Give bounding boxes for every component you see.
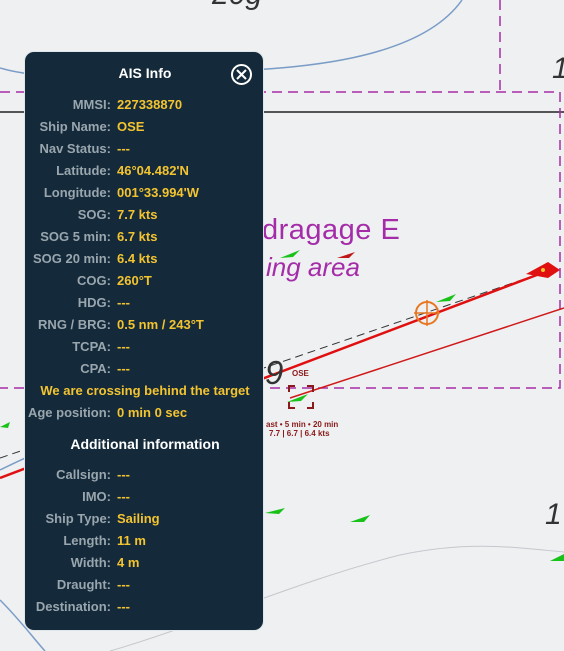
row-label: IMO: <box>82 489 111 504</box>
row-value: --- <box>117 141 130 156</box>
row-label: Destination: <box>35 599 111 614</box>
row-value: 11 m <box>117 533 146 548</box>
ais-info-panel: AIS Info MMSI: 227338870 Ship Name: OSE … <box>24 51 264 631</box>
info-row-sog-20min: SOG 20 min: 6.4 kts <box>25 251 265 269</box>
row-label: Nav Status: <box>39 141 111 156</box>
row-label: Ship Name: <box>39 119 111 134</box>
row-label: Ship Type: <box>45 511 111 526</box>
info-row-cog: COG: 260°T <box>25 273 265 291</box>
row-label: CPA: <box>80 361 111 376</box>
row-value: 0.5 nm / 243°T <box>117 317 204 332</box>
ais-vessel-icon <box>0 422 10 428</box>
row-value: --- <box>117 577 130 592</box>
dredging-zone <box>0 91 561 389</box>
info-row-width: Width: 4 m <box>25 555 265 573</box>
ais-vessel-icon <box>436 294 456 302</box>
row-label: Width: <box>70 555 111 570</box>
row-label: Callsign: <box>56 467 111 482</box>
info-row-cpa: CPA: --- <box>25 361 265 379</box>
info-row-hdg: HDG: --- <box>25 295 265 313</box>
info-row-ship-type: Ship Type: Sailing <box>25 511 265 529</box>
row-value: 0 min 0 sec <box>117 405 188 420</box>
info-row-callsign: Callsign: --- <box>25 467 265 485</box>
row-label: Length: <box>63 533 111 548</box>
info-row-imo: IMO: --- <box>25 489 265 507</box>
info-row-mmsi: MMSI: 227338870 <box>25 97 265 115</box>
row-value: --- <box>117 295 130 310</box>
info-row-destination: Destination: --- <box>25 599 265 617</box>
info-row-nav-status: Nav Status: --- <box>25 141 265 159</box>
info-row-longitude: Longitude: 001°33.994'W <box>25 185 265 203</box>
row-value: 46°04.482'N <box>117 163 189 178</box>
row-value: --- <box>117 361 130 376</box>
info-row-tcpa: TCPA: --- <box>25 339 265 357</box>
dredging-area-label: dragage E <box>262 214 401 246</box>
info-row-latitude: Latitude: 46°04.482'N <box>25 163 265 181</box>
ais-vessel-icon <box>287 394 308 402</box>
row-value: --- <box>117 489 130 504</box>
depth-contour <box>0 599 46 651</box>
target-speed-values: 7.7 | 6.7 | 6.4 kts <box>269 429 330 438</box>
row-value: 6.4 kts <box>117 251 158 266</box>
target-speed-header: ast • 5 min • 20 min <box>266 420 339 429</box>
row-label: Draught: <box>56 577 111 592</box>
crossing-notice: We are crossing behind the target <box>40 383 250 398</box>
dredging-area-label: ing area <box>266 252 360 282</box>
depth-sounding: 20g <box>212 0 262 12</box>
row-label: Longitude: <box>43 185 111 200</box>
info-row-draught: Draught: --- <box>25 577 265 595</box>
row-value: 6.7 kts <box>117 229 158 244</box>
info-row-age-position: Age position: 0 min 0 sec <box>25 405 265 423</box>
close-button[interactable] <box>231 64 252 85</box>
depth-sounding: 9 <box>265 354 284 391</box>
close-icon[interactable] <box>236 69 247 80</box>
info-row-rng-brg: RNG / BRG: 0.5 nm / 243°T <box>25 317 265 335</box>
row-label: SOG 5 min: <box>40 229 111 244</box>
info-row-sog: SOG: 7.7 kts <box>25 207 265 225</box>
row-label: COG: <box>77 273 111 288</box>
row-value: Sailing <box>117 511 160 526</box>
row-label: Latitude: <box>56 163 111 178</box>
row-value: 260°T <box>117 273 152 288</box>
row-label: SOG 20 min: <box>32 251 111 266</box>
row-value: OSE <box>117 119 145 134</box>
depth-sounding: 1 <box>545 498 562 531</box>
row-value: 7.7 kts <box>117 207 158 222</box>
target-name-label[interactable]: OSE <box>292 369 309 378</box>
ais-vessel-icon <box>280 250 300 258</box>
row-value: --- <box>117 339 130 354</box>
additional-info-heading: Additional information <box>70 436 220 452</box>
row-label: MMSI: <box>72 97 111 112</box>
cpa-crosshair-icon <box>414 300 440 326</box>
panel-title: AIS Info <box>118 65 172 81</box>
row-value: 227338870 <box>117 97 183 112</box>
ais-vessel-icon <box>550 554 564 561</box>
row-label: RNG / BRG: <box>38 317 111 332</box>
info-row-sog-5min: SOG 5 min: 6.7 kts <box>25 229 265 247</box>
ais-vessel-icon <box>337 252 355 258</box>
ais-vessel-icon <box>265 508 285 514</box>
row-label: Age position: <box>27 405 111 420</box>
ais-vessel-icon <box>350 515 370 522</box>
target-selection-bracket <box>288 385 314 409</box>
target-course-line <box>289 307 564 399</box>
depth-sounding: 1 <box>552 52 564 86</box>
row-label: SOG: <box>77 207 111 222</box>
row-label: HDG: <box>77 295 111 310</box>
row-value: 4 m <box>117 555 140 570</box>
row-label: TCPA: <box>72 339 111 354</box>
row-value: --- <box>117 599 130 614</box>
row-value: --- <box>117 467 130 482</box>
row-value: 001°33.994'W <box>117 185 200 200</box>
info-row-ship-name: Ship Name: OSE <box>25 119 265 137</box>
info-row-length: Length: 11 m <box>25 533 265 551</box>
